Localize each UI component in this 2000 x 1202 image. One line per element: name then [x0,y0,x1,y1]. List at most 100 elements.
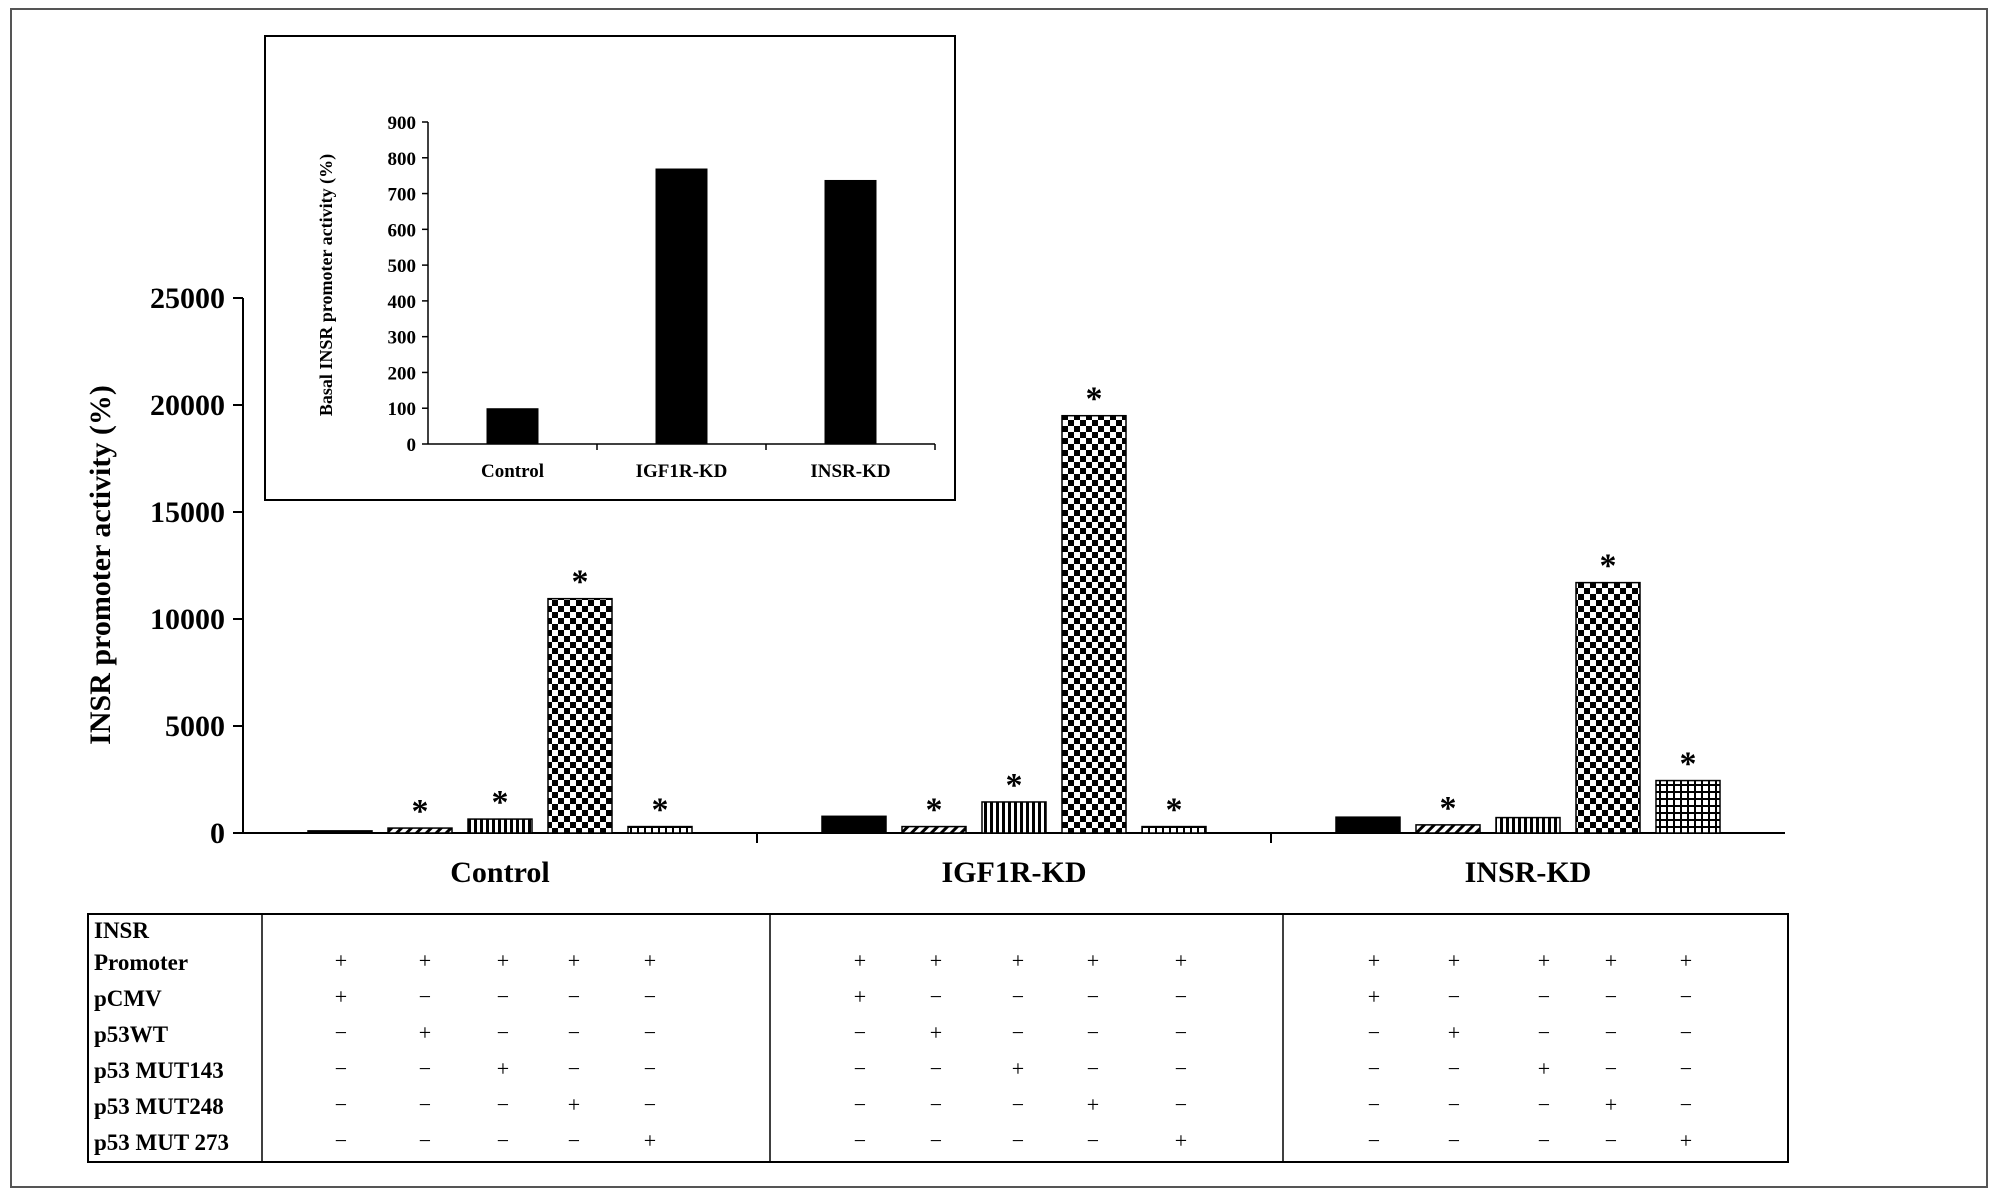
table-sign: + [1175,948,1187,973]
figure-frame [10,8,1988,1188]
inset-bar [486,408,539,444]
inset-category-label: INSR-KD [810,461,890,482]
inset-y-ticks: 0 100 200 300 400 500 600 700 800 900 [388,113,428,456]
significance-star: * [572,564,589,601]
table-sign: + [1368,948,1380,973]
inset-y-tick-label: 300 [388,328,417,349]
table-sign: + [1538,948,1550,973]
table-sign: − [1680,1092,1692,1117]
table-sign: − [854,1128,866,1153]
condition-table: INSR Promoter pCMV p53WT p53 MUT143 p53 MUT24… [87,913,1789,1163]
table-sign: + [1680,948,1692,973]
table-sign: − [854,1092,866,1117]
table-sign: + [1605,1092,1617,1117]
table-sign: − [644,1020,656,1045]
table-sign: + [335,948,347,973]
main-bar-checkerboard [1575,581,1641,834]
table-sign: − [568,1020,580,1045]
table-sign: − [930,1128,942,1153]
table-sign: − [1448,1128,1460,1153]
main-y-axis-title: INSR promoter activity (%) [84,385,117,745]
table-sign: − [419,1092,431,1117]
main-bar-solid [307,830,373,834]
table-sign: + [1680,1128,1692,1153]
main-category-labels: Control IGF1R-KD INSR-KD [450,856,1591,889]
table-sign: − [1448,1092,1460,1117]
inset-y-tick-label: 600 [388,220,417,241]
table-sign: − [335,1092,347,1117]
inset-chart: 0 100 200 300 400 500 600 700 800 900 Control IGF1… [316,113,936,482]
table-sign: + [568,948,580,973]
table-sign: − [1087,1056,1099,1081]
table-sign: − [644,1092,656,1117]
table-sign: − [419,984,431,1009]
table-sign: + [854,984,866,1009]
table-row-label: pCMV [94,986,162,1011]
inset-y-tick-label: 200 [388,363,417,384]
main-bars [307,414,1721,834]
significance-star: * [1086,381,1103,418]
table-sign: − [1368,1128,1380,1153]
table-sign: − [1368,1092,1380,1117]
table-sign: − [1087,1020,1099,1045]
table-sign: − [644,1056,656,1081]
inset-category-labels: Control IGF1R-KD INSR-KD [481,444,936,482]
table-sign: − [335,1056,347,1081]
table-sign: + [497,948,509,973]
table-sign: − [1175,984,1187,1009]
main-bar-diagonal [1415,824,1481,834]
table-sign: − [568,984,580,1009]
table-row-label: INSR [94,918,149,943]
table-sign: − [1012,1020,1024,1045]
significance-star: * [652,792,669,829]
table-sign: + [1087,1092,1099,1117]
table-sign: − [1012,1128,1024,1153]
table-sign: + [497,1056,509,1081]
table-sign: + [1012,948,1024,973]
table-sign: − [1605,1020,1617,1045]
main-bar-grid [627,825,693,834]
main-y-tick-label: 15000 [150,496,225,529]
table-sign: − [930,1056,942,1081]
table-sign: + [1368,984,1380,1009]
inset-y-tick-label: 500 [388,256,417,277]
main-bar-vertical [981,801,1047,834]
table-sign: − [1448,984,1460,1009]
main-bar-checkerboard [1061,414,1127,834]
table-sign: − [497,1092,509,1117]
table-sign: − [1175,1020,1187,1045]
table-row-label: Promoter [94,950,188,975]
main-bar-grid [1655,779,1721,834]
table-sign: − [335,1128,347,1153]
table-row-label: p53WT [94,1022,168,1047]
main-y-tick-label: 10000 [150,603,225,636]
inset-y-tick-label: 100 [388,399,417,420]
main-bar-diagonal [387,827,453,834]
main-bar-vertical [1495,816,1561,834]
table-sign: − [1087,984,1099,1009]
main-y-tick-label: 20000 [150,389,225,422]
table-sign: + [1087,948,1099,973]
table-sign: + [568,1092,580,1117]
significance-star: * [1440,790,1457,827]
inset-y-axis-title: Basal INSR promoter activity (%) [316,154,337,416]
main-y-tick-label: 5000 [165,710,225,743]
main-bar-vertical [467,818,533,834]
table-row-label: p53 MUT143 [94,1058,224,1083]
inset-y-tick-label: 900 [388,113,417,134]
significance-star: * [1006,767,1023,804]
table-sign: − [497,1020,509,1045]
main-bar-solid [1335,816,1401,834]
table-sign: + [1538,1056,1550,1081]
table-sign: − [854,1020,866,1045]
table-sign: − [644,984,656,1009]
table-sign: + [930,948,942,973]
significance-star: * [1600,548,1617,585]
table-sign: + [1605,948,1617,973]
table-sign: + [930,1020,942,1045]
table-sign: − [419,1056,431,1081]
main-chart: 0 5000 10000 15000 20000 25000 * * * * * * * * * * * Co… [84,282,1785,889]
inset-category-label: Control [481,461,544,482]
table-sign: + [419,1020,431,1045]
